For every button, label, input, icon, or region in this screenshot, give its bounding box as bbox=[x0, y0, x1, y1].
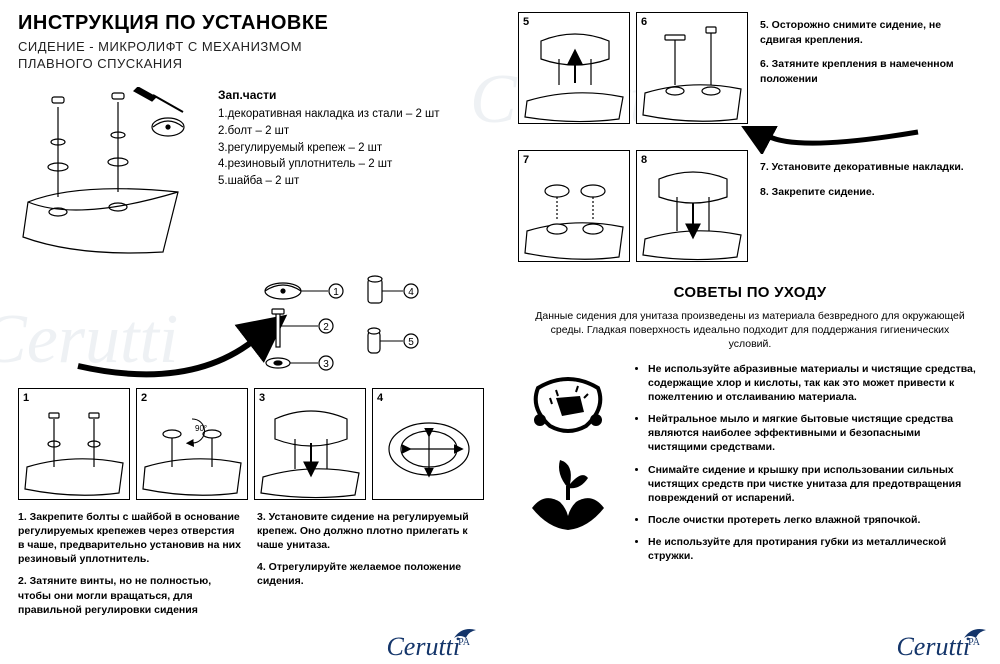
instr-text: 5. Осторожно снимите сидение, не сдвигая… bbox=[760, 19, 941, 46]
step-number: 8 bbox=[641, 154, 647, 166]
instr-text: 1. Закрепите болты с шайбой в основание … bbox=[18, 511, 241, 566]
instr-text: 4. Отрегулируйте желаемое положение сиде… bbox=[257, 561, 461, 587]
eco-icon bbox=[526, 452, 610, 532]
care-intro: Данные сидения для унитаза произведены и… bbox=[528, 309, 972, 352]
instr-text: 7. Установите декоративные накладки. bbox=[760, 161, 964, 173]
step-number: 7 bbox=[523, 154, 529, 166]
step-cell-5: 5 bbox=[518, 12, 630, 124]
parts-item: 3.регулируемый крепеж – 2 шт bbox=[218, 140, 440, 157]
wipe-icon bbox=[526, 368, 610, 438]
care-item: После очистки протереть легко влажной тр… bbox=[648, 513, 982, 527]
step-cell-2: 2 90° bbox=[136, 388, 248, 500]
left-instructions: 1. Закрепите болты с шайбой в основание … bbox=[18, 510, 482, 625]
svg-text:2: 2 bbox=[323, 322, 329, 333]
instr-text: 8. Закрепите сидение. bbox=[760, 186, 875, 198]
step-number: 4 bbox=[377, 392, 383, 404]
step-cell-3: 3 bbox=[254, 388, 366, 500]
care-item: Не используйте абразивные материалы и чи… bbox=[648, 362, 982, 405]
main-title: ИНСТРУКЦИЯ ПО УСТАНОВКЕ bbox=[18, 12, 482, 35]
svg-text:5: 5 bbox=[408, 337, 414, 348]
instr-text: 6. Затяните крепления в намеченном полож… bbox=[760, 58, 954, 85]
parts-item: 1.декоративная накладка из стали – 2 шт bbox=[218, 106, 440, 123]
step-cell-4: 4 bbox=[372, 388, 484, 500]
svg-text:4: 4 bbox=[408, 287, 414, 298]
svg-text:3: 3 bbox=[323, 359, 329, 370]
steps-1-4: 1 2 90° 3 bbox=[18, 388, 482, 500]
care-icons bbox=[518, 362, 618, 572]
step-number: 3 bbox=[259, 392, 265, 404]
svg-text:90°: 90° bbox=[195, 424, 207, 433]
exploded-diagram bbox=[18, 87, 208, 267]
brand-logo: CeruttiPA bbox=[386, 632, 470, 662]
parts-item: 4.резиновый уплотнитель – 2 шт bbox=[218, 156, 440, 173]
care-item: Нейтральное мыло и мягкие бытовые чистящ… bbox=[648, 412, 982, 455]
care-item: Снимайте сидение и крышку при использова… bbox=[648, 463, 982, 506]
components-diagram: 1 4 2 bbox=[18, 271, 482, 386]
step-cell-8: 8 bbox=[636, 150, 748, 262]
parts-item: 5.шайба – 2 шт bbox=[218, 173, 440, 190]
care-item: Не используйте для протирания губки из м… bbox=[648, 535, 982, 563]
step-number: 6 bbox=[641, 16, 647, 28]
parts-item: 2.болт – 2 шт bbox=[218, 123, 440, 140]
step-number: 1 bbox=[23, 392, 29, 404]
step-cell-6: 6 bbox=[636, 12, 748, 124]
step-cell-1: 1 bbox=[18, 388, 130, 500]
subtitle: СИДЕНИЕ - МИКРОЛИФТ С МЕХАНИЗМОМ ПЛАВНОГ… bbox=[18, 39, 482, 73]
right-instructions-top: 5. Осторожно снимите сидение, не сдвигая… bbox=[760, 12, 980, 132]
care-title: СОВЕТЫ ПО УХОДУ bbox=[518, 284, 982, 301]
care-list: Не используйте абразивные материалы и чи… bbox=[632, 362, 982, 572]
svg-text:1: 1 bbox=[333, 287, 339, 298]
parts-list: Зап.части 1.декоративная накладка из ста… bbox=[218, 87, 440, 267]
step-number: 2 bbox=[141, 392, 147, 404]
instr-text: 3. Установите сидение на регулируемый кр… bbox=[257, 511, 469, 551]
parts-heading: Зап.части bbox=[218, 87, 440, 104]
step-cell-7: 7 bbox=[518, 150, 630, 262]
instr-text: 2. Затяните винты, но не полностью, чтоб… bbox=[18, 575, 211, 615]
step-number: 5 bbox=[523, 16, 529, 28]
brand-logo: CeruttiPA bbox=[896, 632, 980, 662]
right-instructions-bot: 7. Установите декоративные накладки. 8. … bbox=[760, 150, 980, 276]
